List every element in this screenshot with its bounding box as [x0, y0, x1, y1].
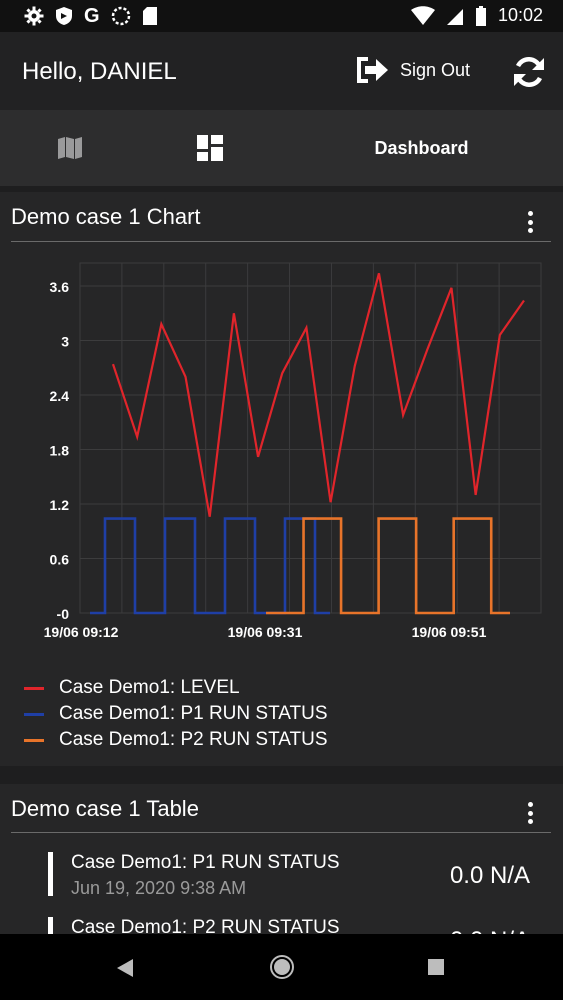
x-tick-label: 19/06 09:51	[412, 624, 487, 640]
table-card-menu-button[interactable]	[524, 800, 536, 826]
row-time: Jun 19, 2020 9:38 AM	[71, 878, 247, 898]
tab-map[interactable]	[0, 110, 140, 186]
legend-label: Case Demo1: P2 RUN STATUS	[59, 729, 328, 750]
chart-ticks: 3.6 3 2.4 1.8 1.2 0.6 -0 19/06 09:12 19/06 09:31…	[44, 279, 487, 640]
legend-swatch	[24, 686, 44, 690]
table-card-title: Demo case 1 Table	[11, 796, 199, 821]
system-nav-bar	[0, 934, 563, 1000]
chart-series	[90, 273, 525, 615]
y-tick-label: 1.2	[50, 497, 70, 513]
legend-item-p2[interactable]: Case Demo1: P2 RUN STATUS	[24, 727, 328, 753]
y-tick-label: -0	[57, 606, 70, 622]
legend-item-p1[interactable]: Case Demo1: P1 RUN STATUS	[24, 701, 328, 727]
x-tick-label: 19/06 09:12	[44, 624, 119, 640]
chart-card-title: Demo case 1 Chart	[11, 204, 201, 229]
tab-bar: Dashboard	[0, 110, 563, 186]
circle-icon	[111, 6, 130, 26]
recents-icon[interactable]	[428, 959, 444, 975]
row-name: Case Demo1: P1 RUN STATUS	[71, 852, 340, 873]
series-line-p1-run-status	[90, 517, 330, 615]
tab-dashboard[interactable]: Dashboard	[280, 110, 563, 186]
series-line-level	[111, 273, 525, 517]
signal-icon	[446, 8, 463, 25]
chart-grid	[79, 262, 542, 614]
wifi-icon	[410, 5, 435, 25]
y-tick-label: 3	[61, 334, 69, 350]
greeting: Hello, DANIEL	[22, 58, 177, 85]
map-icon	[58, 137, 82, 159]
refresh-icon[interactable]	[511, 54, 547, 90]
grid-icon	[197, 135, 223, 161]
sign-out-label: Sign Out	[400, 59, 471, 80]
y-tick-label: 2.4	[50, 388, 70, 404]
app-header: Hello, DANIEL Sign Out	[0, 32, 563, 110]
sign-out-icon	[357, 57, 388, 83]
card-divider	[11, 832, 551, 833]
status-bar: G 10:02	[0, 0, 563, 32]
legend-swatch	[24, 712, 44, 716]
row-indicator	[48, 852, 53, 896]
legend-item-level[interactable]: Case Demo1: LEVEL	[24, 675, 328, 701]
battery-icon	[475, 5, 486, 26]
table-card: Demo case 1 Table Case Demo1: P1 RUN STA…	[0, 784, 563, 961]
back-icon[interactable]	[116, 958, 134, 978]
tab-grid[interactable]	[140, 110, 280, 186]
y-tick-label: 0.6	[50, 552, 70, 568]
google-icon: G	[84, 5, 100, 27]
table-row[interactable]: Case Demo1: P1 RUN STATUS Jun 19, 2020 9…	[48, 852, 548, 908]
chart-card: Demo case 1 Chart	[0, 192, 563, 766]
series-line-p2-run-status	[266, 517, 510, 615]
sign-out-button[interactable]: Sign Out	[356, 56, 470, 84]
chart-card-menu-button[interactable]	[524, 209, 536, 235]
legend-swatch	[24, 738, 44, 742]
chart-legend: Case Demo1: LEVEL Case Demo1: P1 RUN STA…	[24, 675, 328, 753]
gear-icon	[24, 6, 44, 26]
home-icon[interactable]	[269, 954, 295, 980]
plot-frame	[79, 262, 542, 614]
row-name: Case Demo1: P2 RUN STATUS	[71, 917, 340, 938]
chart: 3.6 3 2.4 1.8 1.2 0.6 -0 19/06 09:12 19/06 09:31…	[44, 262, 542, 640]
shield-icon	[56, 7, 72, 25]
row-value: 0.0 N/A	[449, 862, 530, 889]
x-tick-label: 19/06 09:31	[228, 624, 303, 640]
clock: 10:02	[497, 5, 543, 25]
legend-label: Case Demo1: P1 RUN STATUS	[59, 703, 328, 724]
tab-dashboard-label: Dashboard	[374, 137, 469, 158]
sd-card-icon	[142, 7, 157, 25]
legend-label: Case Demo1: LEVEL	[59, 677, 240, 698]
y-tick-label: 3.6	[50, 279, 70, 295]
card-divider	[11, 241, 551, 242]
y-tick-label: 1.8	[50, 443, 70, 459]
